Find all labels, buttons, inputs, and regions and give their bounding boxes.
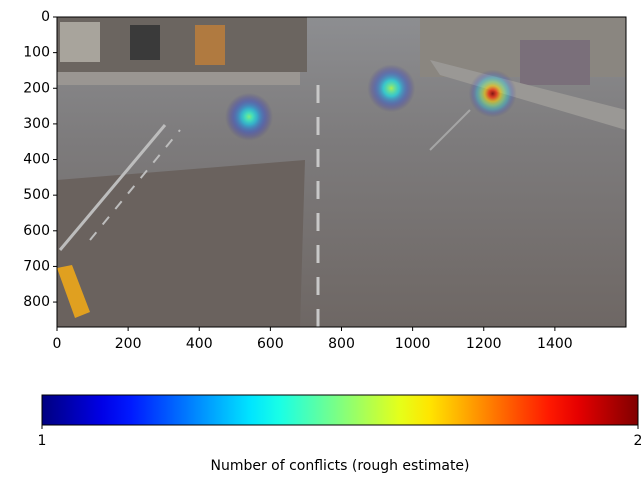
x-tick-label: 600 <box>257 336 284 352</box>
y-tick-label: 800 <box>23 294 50 310</box>
y-tick-label: 100 <box>23 45 50 61</box>
y-tick-label: 0 <box>41 9 50 25</box>
y-tick-label: 200 <box>23 80 50 96</box>
y-tick-label: 300 <box>23 116 50 132</box>
x-tick-label: 0 <box>53 336 62 352</box>
x-tick-label: 1200 <box>466 336 502 352</box>
colorbar-tick-label: 1 <box>38 433 47 449</box>
x-tick-label: 800 <box>328 336 355 352</box>
x-tick-label: 400 <box>186 336 213 352</box>
y-tick-label: 400 <box>23 152 50 168</box>
heat-spots <box>225 64 517 141</box>
x-tick-label: 200 <box>115 336 142 352</box>
heat-spot <box>367 64 416 113</box>
y-tick-label: 500 <box>23 187 50 203</box>
heat-spot <box>468 69 517 118</box>
colorbar-label: Number of conflicts (rough estimate) <box>210 458 469 474</box>
background-photo <box>57 17 626 327</box>
colorbar <box>41 394 639 426</box>
colorbar-tick-label: 2 <box>634 433 643 449</box>
y-tick-label: 700 <box>23 258 50 274</box>
x-tick-label: 1000 <box>395 336 431 352</box>
y-tick-label: 600 <box>23 223 50 239</box>
heat-spot <box>225 92 274 141</box>
x-tick-label: 1400 <box>537 336 573 352</box>
